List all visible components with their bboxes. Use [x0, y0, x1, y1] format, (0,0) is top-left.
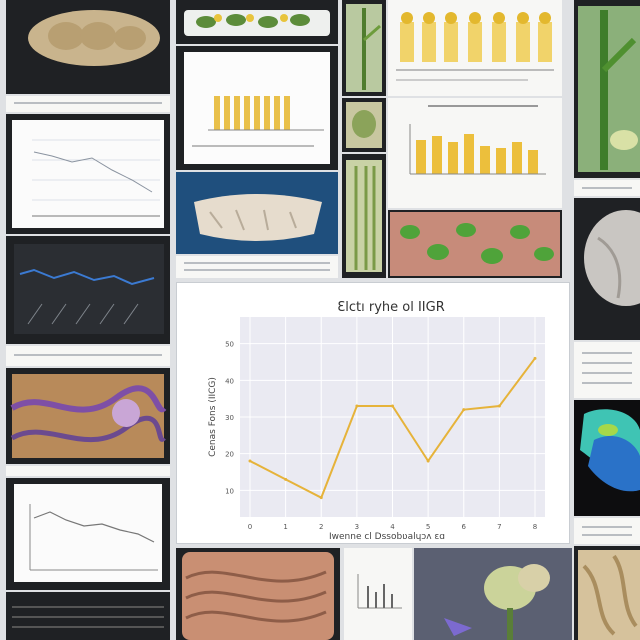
- heatmap-illustration: [574, 400, 640, 516]
- data-point: [355, 404, 359, 408]
- small-bottom-chart: [357, 574, 402, 609]
- stem-illustration-1: [346, 4, 382, 92]
- x-tick-label: 5: [426, 523, 430, 531]
- tile-line-chart-small-2[interactable]: [6, 478, 170, 590]
- data-point: [319, 496, 323, 500]
- tile-bar-chart-medium[interactable]: [388, 98, 562, 208]
- data-point: [426, 459, 430, 463]
- stem-illustration-2: [346, 102, 382, 148]
- plant-banner-illustration: [184, 10, 330, 36]
- tile-stem-3[interactable]: [342, 154, 386, 278]
- tile-flower-vase-photo[interactable]: [414, 548, 572, 640]
- tile-organ-photo[interactable]: [574, 198, 640, 340]
- shell-illustration: [578, 550, 640, 640]
- tile-text-strip-left: [6, 346, 170, 366]
- y-tick-label: 40: [225, 377, 234, 385]
- x-tick-label: 2: [319, 523, 323, 531]
- fiber-illustration: [182, 552, 334, 640]
- dark-line-chart: [19, 268, 155, 325]
- stem-illustration-3: [346, 160, 382, 272]
- tile-text-strip-right: [574, 180, 640, 196]
- plant-stem-illustration: [578, 6, 640, 172]
- tile-tissue-illustration[interactable]: [6, 368, 170, 464]
- tooth-illustration: [176, 172, 338, 254]
- x-tick-label: 3: [355, 523, 359, 531]
- data-point: [497, 404, 501, 408]
- tile-dark-line-chart[interactable]: [6, 236, 170, 344]
- y-tick-label: 10: [225, 487, 234, 495]
- tile-caption-strip: [6, 96, 170, 112]
- tile-text-strip-right-2: [574, 518, 640, 544]
- tile-plant-stem-photo[interactable]: [574, 0, 640, 178]
- tile-stem-2[interactable]: [342, 98, 386, 152]
- data-point: [462, 408, 466, 412]
- medium-bar-chart: [409, 105, 546, 175]
- data-point: [248, 459, 252, 463]
- data-point: [391, 404, 394, 408]
- x-tick-label: 4: [390, 523, 395, 531]
- chart-title: Ɛlctı ryhe ol IIGR: [337, 300, 444, 315]
- tile-stem-1[interactable]: [342, 0, 386, 96]
- chart-x-axis-label: Iwenne cl Dssobʋalɥɔʌ ɛɑ: [329, 532, 445, 542]
- tissue-illustration: [10, 374, 167, 458]
- chart-y-axis-label: Cenas Fons (IICG): [208, 377, 218, 457]
- tile-leaf-pattern[interactable]: [388, 210, 562, 278]
- tile-tooth-photo[interactable]: [176, 172, 338, 254]
- seed-illustration: [28, 10, 160, 66]
- organ-illustration: [584, 210, 640, 306]
- y-tick-label: 50: [225, 341, 234, 349]
- tile-line-chart-small-1[interactable]: [6, 114, 170, 234]
- main-line-chart: Ɛlctı ryhe ol IIGR Iwenne cl Dssobʋalɥɔʌ…: [208, 300, 545, 542]
- tile-small-chart-bottom[interactable]: [344, 548, 412, 640]
- flower-bar-illustration: [396, 12, 554, 81]
- data-point: [533, 356, 537, 360]
- tile-heatmap-photo[interactable]: [574, 400, 640, 516]
- x-tick-label: 6: [462, 523, 467, 531]
- mini-line-chart-1: [32, 139, 160, 217]
- x-tick-label: 7: [497, 523, 501, 531]
- tile-plant-banner[interactable]: [176, 0, 338, 44]
- x-tick-label: 8: [533, 523, 537, 531]
- main-chart-card[interactable]: Ɛlctı ryhe ol IIGR Iwenne cl Dssobʋalɥɔʌ…: [176, 282, 570, 544]
- tile-seed-photo[interactable]: [6, 0, 170, 94]
- tile-bar-chart-small[interactable]: [176, 46, 338, 170]
- tile-fiber-illustration[interactable]: [176, 548, 340, 640]
- tile-text-strip-center: [176, 256, 338, 278]
- tile-text-strip-left-2: [6, 466, 170, 476]
- tile-shell-photo[interactable]: [574, 546, 640, 640]
- flower-vase-illustration: [414, 548, 572, 640]
- y-tick-label: 30: [225, 414, 234, 422]
- mini-bar-chart: [192, 96, 324, 147]
- tile-text-block-right: [574, 342, 640, 398]
- x-tick-label: 1: [283, 523, 287, 531]
- y-tick-label: 20: [225, 451, 234, 459]
- data-point: [284, 477, 288, 481]
- leaf-pattern-illustration: [390, 212, 560, 276]
- tile-flower-bar-chart[interactable]: [388, 0, 562, 96]
- x-tick-label: 0: [248, 523, 252, 531]
- mini-line-chart-2: [29, 504, 158, 571]
- tile-bottom-text-left: [6, 592, 170, 640]
